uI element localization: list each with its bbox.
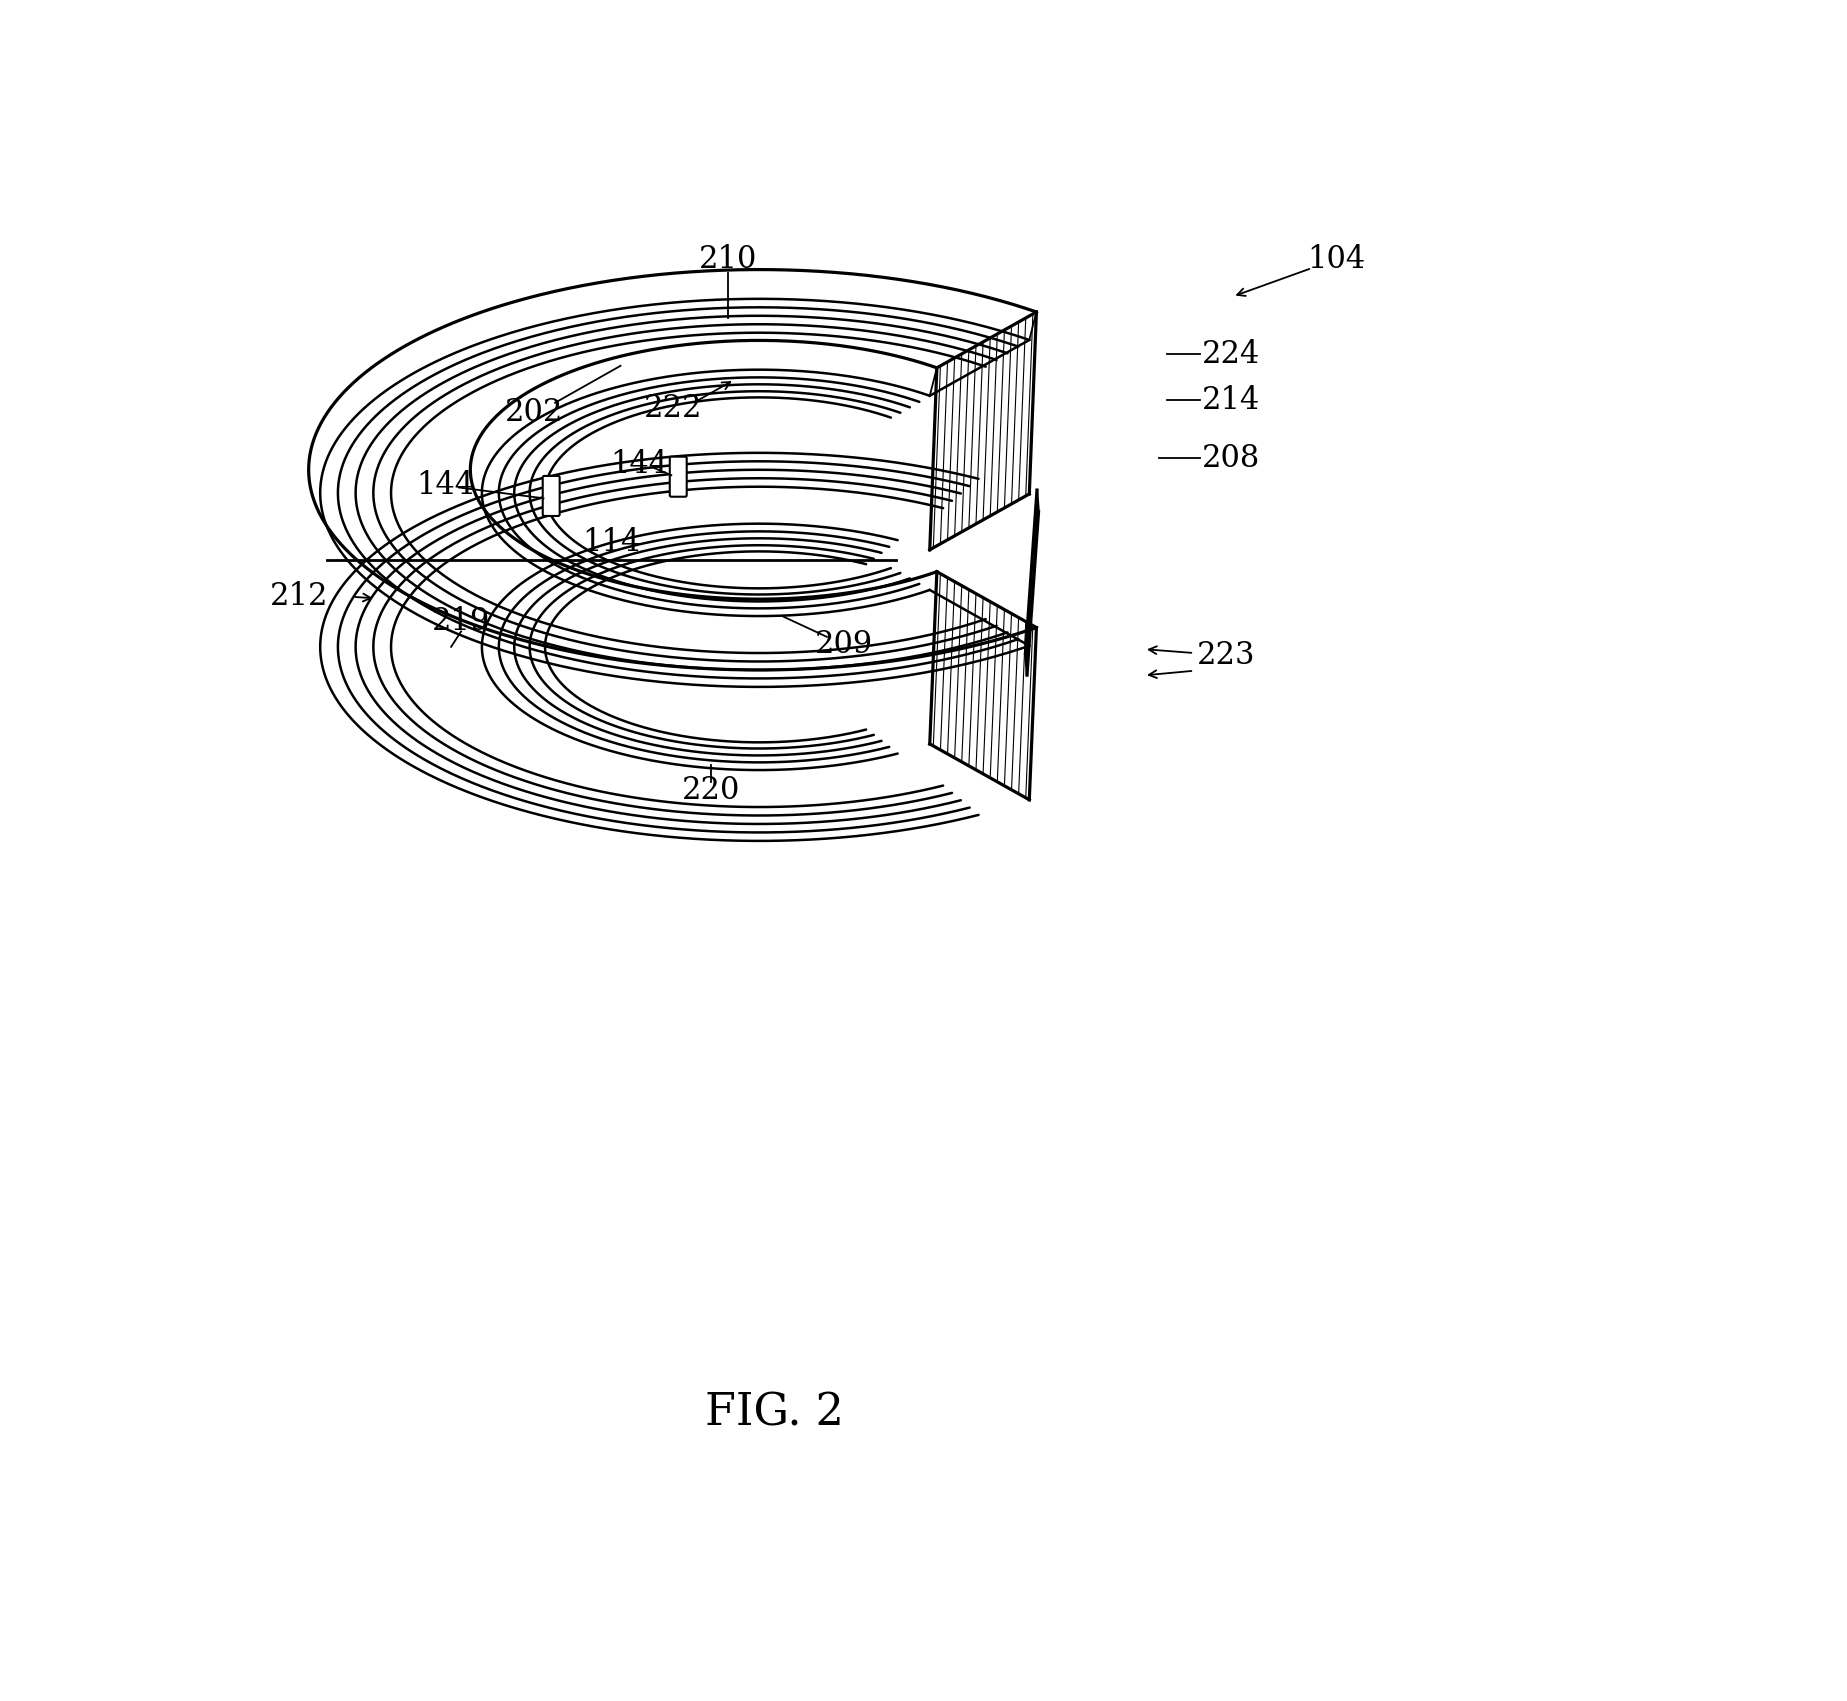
Text: 209: 209 — [815, 629, 874, 660]
Text: 144: 144 — [611, 449, 669, 480]
Text: 222: 222 — [643, 393, 702, 424]
FancyBboxPatch shape — [670, 456, 687, 497]
Text: 214: 214 — [1202, 384, 1260, 417]
Text: 202: 202 — [504, 396, 563, 427]
Text: 114: 114 — [582, 527, 641, 558]
Text: 210: 210 — [700, 243, 757, 276]
Text: 220: 220 — [682, 776, 741, 806]
Text: 212: 212 — [270, 582, 329, 612]
Text: 144: 144 — [417, 469, 475, 500]
Text: 219: 219 — [432, 606, 489, 636]
FancyBboxPatch shape — [543, 476, 560, 515]
Text: 224: 224 — [1202, 338, 1260, 369]
Text: 104: 104 — [1308, 243, 1365, 276]
Text: 223: 223 — [1197, 640, 1254, 670]
Text: FIG. 2: FIG. 2 — [706, 1391, 844, 1434]
Text: 208: 208 — [1202, 442, 1260, 473]
